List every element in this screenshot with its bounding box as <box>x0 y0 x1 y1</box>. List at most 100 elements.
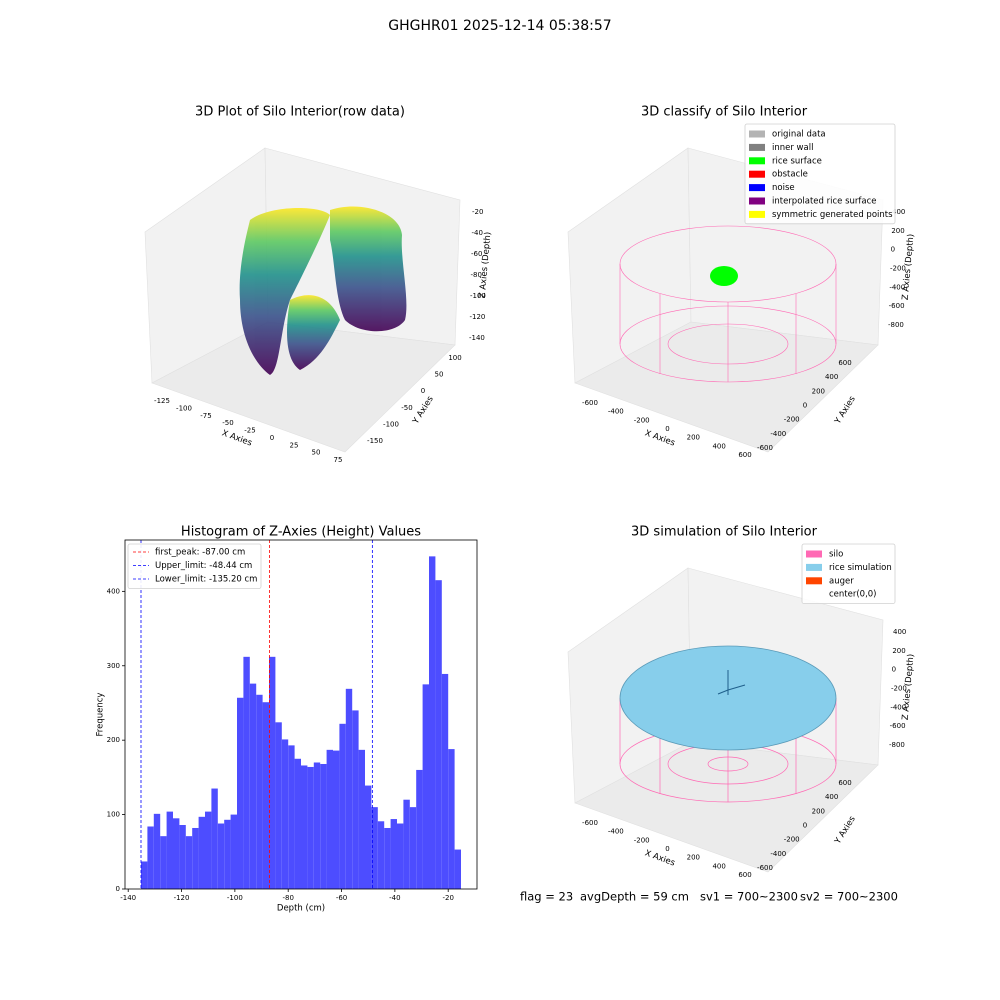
legend-swatch <box>749 157 765 165</box>
x-tick-label: 50 <box>312 449 321 457</box>
z-tick-label: -80 <box>471 271 482 279</box>
z-tick-label: -40 <box>472 229 483 237</box>
bar <box>365 785 372 889</box>
legend-swatch <box>806 590 822 598</box>
x-tick-label: -100 <box>227 894 243 902</box>
y-tick-label: 100 <box>448 354 461 362</box>
bar <box>397 823 404 889</box>
bar <box>352 710 359 889</box>
z-tick-label: -60 <box>471 250 482 258</box>
rice-surface-blob <box>710 266 738 286</box>
x-tick-label: -200 <box>634 416 650 424</box>
bar <box>217 823 225 889</box>
legend-label: Lower_limit: -135.20 cm <box>155 575 257 585</box>
legend-label: Upper_limit: -48.44 cm <box>155 561 252 571</box>
axis-label: Z Axies (Depth) <box>901 653 917 720</box>
bar <box>179 825 186 889</box>
bar <box>288 745 295 889</box>
legend-label: auger <box>829 576 854 586</box>
cloud <box>239 208 330 375</box>
y-tick-label: 600 <box>838 779 851 787</box>
chart-title: 3D Plot of Silo Interior(row data) <box>195 105 405 120</box>
y-axis-label: Frequency <box>96 693 106 737</box>
bar <box>224 819 231 889</box>
bar <box>339 723 346 889</box>
x-tick-label: -20 <box>442 894 453 902</box>
y-tick-label: 400 <box>107 587 120 595</box>
z-tick-label: 0 <box>891 246 895 254</box>
bar <box>358 749 365 889</box>
bar <box>173 818 180 889</box>
z-tick-label: 200 <box>892 647 905 655</box>
z-tick-label: -140 <box>469 334 485 342</box>
x-tick-label: -200 <box>634 836 650 844</box>
z-tick-label: -20 <box>472 208 483 216</box>
y-tick-label: -200 <box>784 836 800 844</box>
x-tick-label: -40 <box>389 894 400 902</box>
bar <box>211 788 218 889</box>
rice-simulation-surface <box>619 645 837 751</box>
bar <box>377 821 385 889</box>
z-tick-label: 0 <box>892 666 896 674</box>
bar <box>448 749 455 889</box>
z-tick-label: 400 <box>893 628 906 636</box>
auger-axis <box>717 689 729 695</box>
z-tick-label: -200 <box>890 265 906 273</box>
axis-label: Z Axies (Depth) <box>478 231 494 298</box>
bar <box>384 827 391 889</box>
x-tick-label: -50 <box>222 419 233 427</box>
y-tick-label: -100 <box>383 420 399 428</box>
bar <box>281 739 289 889</box>
y-tick-label: 0 <box>421 387 425 395</box>
status-text: sv2 = 700~2300 <box>800 890 898 904</box>
bar <box>262 702 269 889</box>
x-tick-label: 600 <box>738 451 751 459</box>
legend-label: rice simulation <box>829 563 892 573</box>
bar <box>256 694 263 889</box>
chart-title: 3D classify of Silo Interior <box>641 105 808 120</box>
bar <box>403 799 410 889</box>
bar <box>141 861 148 889</box>
bar <box>230 814 237 889</box>
legend-label: noise <box>772 183 795 193</box>
legend-swatch <box>749 130 765 138</box>
status-text: flag = 23 <box>520 890 573 904</box>
bar <box>294 758 301 889</box>
bar <box>249 683 257 889</box>
y-tick-label: -400 <box>770 430 786 438</box>
z-tick-label: -200 <box>891 685 907 693</box>
x-tick-label: -125 <box>154 397 170 405</box>
legend-label: inner wall <box>772 143 813 153</box>
y-tick-label: 0 <box>803 402 807 410</box>
cloud <box>330 206 407 332</box>
axis-label: X Axies <box>643 848 676 868</box>
bar <box>454 849 461 889</box>
y-tick-label: -50 <box>401 404 412 412</box>
z-tick-label: -800 <box>889 741 905 749</box>
x-tick-label: -75 <box>200 412 211 420</box>
x-tick-label: 600 <box>738 871 751 879</box>
x-tick-label: 0 <box>665 845 669 853</box>
bar <box>416 769 423 889</box>
legend-label: first_peak: -87.00 cm <box>155 548 245 558</box>
status-text: avgDepth = 59 cm <box>580 890 689 904</box>
figure-title: GHGHR01 2025-12-14 05:38:57 <box>388 18 611 34</box>
x-tick-label: -100 <box>176 404 192 412</box>
x-axis-label: Depth (cm) <box>277 904 325 914</box>
x-tick-label: 400 <box>712 862 725 870</box>
chart-title: 3D simulation of Silo Interior <box>631 525 818 540</box>
y-tick-label: 400 <box>825 793 838 801</box>
plot-frame <box>124 539 478 890</box>
bar <box>237 697 244 889</box>
bar <box>301 765 308 889</box>
status-text: sv1 = 700~2300 <box>700 890 798 904</box>
z-tick-label: 200 <box>891 227 904 235</box>
y-tick-label: 300 <box>107 662 120 670</box>
y-tick-label: 0 <box>116 885 120 893</box>
z-tick-label: 400 <box>892 208 905 216</box>
bar <box>185 836 193 889</box>
z-tick-label: -400 <box>890 703 906 711</box>
bar <box>435 580 442 889</box>
bar <box>422 684 429 889</box>
x-tick-label: 200 <box>687 434 700 442</box>
